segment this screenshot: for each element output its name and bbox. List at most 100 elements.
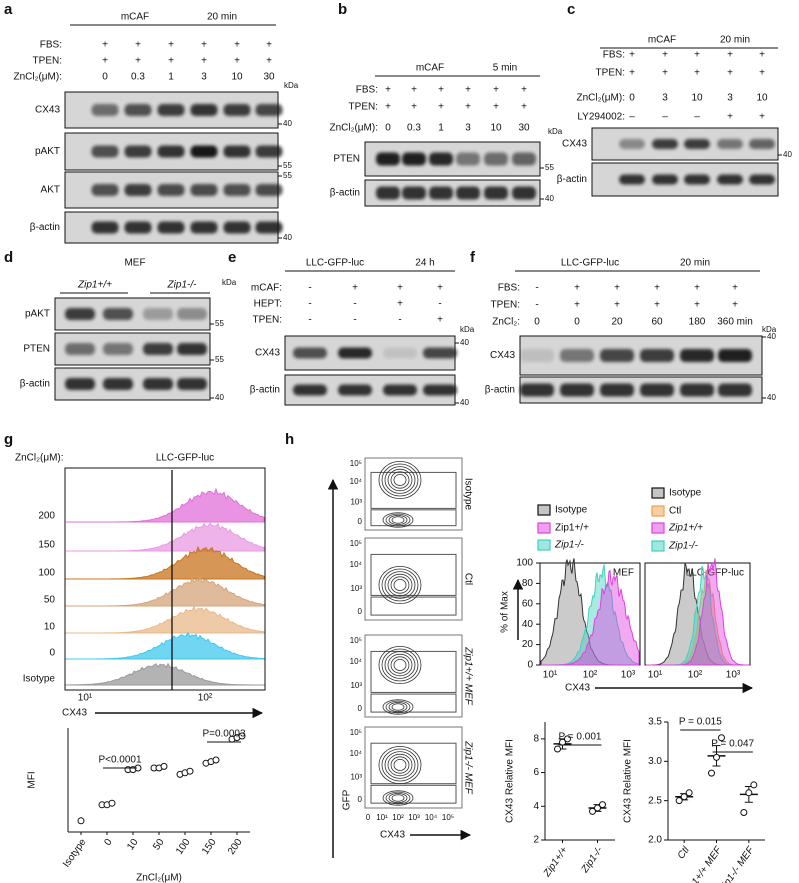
condition-mark: 3 [662, 93, 668, 104]
condition-mark: 10 [691, 93, 703, 104]
data-point [554, 745, 561, 753]
flow-x-tick: 10² [392, 813, 404, 822]
x-tick-label: 10² [688, 670, 703, 681]
kda-label: kDa [222, 278, 237, 287]
condition-mark: + [437, 283, 443, 294]
blot-name: CX43 [35, 105, 60, 116]
band [402, 186, 426, 200]
band [255, 145, 283, 158]
x-tick-label: Isotype [61, 837, 89, 870]
kda-marker: 40 [283, 119, 292, 128]
band [91, 145, 119, 158]
condition-mark: + [727, 68, 733, 79]
data-point [713, 753, 720, 761]
band [423, 384, 457, 396]
condition-mark: + [521, 85, 527, 96]
data-point [745, 789, 753, 797]
legend-swatch [537, 504, 551, 516]
band [376, 152, 400, 166]
track-label: 100 [38, 568, 55, 579]
contour [387, 573, 413, 597]
condition-mark: 0 [102, 72, 108, 83]
panel-label: e [228, 249, 236, 266]
band [717, 139, 743, 149]
flow-frame [364, 457, 463, 531]
header: mCAF [416, 63, 444, 74]
x-tick-label: 100 [174, 837, 193, 857]
gate [370, 471, 457, 509]
condition-mark: 1 [438, 123, 444, 134]
condition-mark: 0.3 [131, 72, 145, 83]
contour [388, 702, 408, 713]
band [429, 152, 453, 166]
condition-mark: + [438, 85, 444, 96]
p-value: P<0.0001 [98, 755, 142, 766]
condition-mark: + [234, 56, 240, 67]
contour [390, 576, 410, 594]
blot-name: pAKT [25, 309, 50, 320]
band [190, 221, 218, 234]
kda-marker: 55 [283, 161, 292, 170]
x-tick-label: Zip1-/- MEF [717, 844, 757, 883]
band [338, 384, 372, 396]
header: mCAF [121, 12, 149, 23]
condition-name: TPEN: [33, 56, 62, 67]
time-label: 5 min [493, 63, 517, 74]
band [680, 383, 714, 397]
condition-name: FBS: [603, 50, 625, 61]
gate [370, 742, 457, 785]
x-tick-label: 0 [102, 837, 114, 848]
legend-swatch [651, 540, 665, 552]
condition-mark: + [102, 56, 108, 67]
condition-mark: 30 [518, 123, 530, 134]
data-point [675, 797, 683, 805]
header: MEF [124, 258, 145, 269]
y-tick-label: 40 [522, 619, 534, 630]
y-tick-label: 20 [522, 639, 534, 650]
data-point [77, 817, 85, 825]
panel-label: g [4, 431, 13, 448]
contour [381, 568, 419, 602]
band [619, 139, 645, 149]
panel-label: c [567, 1, 575, 18]
panel-label: b [338, 1, 347, 18]
band [124, 145, 152, 158]
band [484, 152, 508, 166]
condition-mark: + [168, 56, 174, 67]
group-label: Zip1-/- [167, 280, 198, 291]
p-value: P=0.0003 [202, 729, 246, 740]
band [749, 139, 775, 149]
hist-panel-label: LLC-GFP-luc [686, 568, 744, 579]
kda-label: kDa [762, 325, 777, 334]
kda-marker: 40 [767, 332, 776, 341]
band [190, 104, 218, 116]
kda-marker: 40 [767, 393, 776, 402]
band [124, 221, 152, 234]
condition-mark: + [385, 102, 391, 113]
condition-mark: – [629, 112, 635, 123]
condition-mark: + [694, 50, 700, 61]
legend-label: Ctl [669, 506, 681, 517]
flow-plot-label: Zip1+/+ MEF [462, 646, 473, 706]
y-tick-label: 4 [533, 801, 539, 812]
contour [390, 656, 410, 674]
band [255, 221, 283, 234]
condition-name: FBS: [356, 85, 378, 96]
condition-mark: 0 [629, 93, 635, 104]
condition-mark: - [308, 299, 311, 310]
blot-name: AKT [41, 185, 60, 196]
band [512, 152, 536, 166]
hist-curve [646, 558, 750, 666]
track-label: 50 [44, 595, 56, 606]
band [718, 383, 752, 397]
condition-mark: - [308, 283, 311, 294]
kda-marker: 55 [545, 163, 554, 172]
band [223, 184, 251, 196]
y-tick-label: 2.0 [648, 835, 662, 846]
band [652, 174, 678, 185]
contour [388, 793, 408, 804]
band [512, 186, 536, 200]
condition-mark: - [308, 315, 311, 326]
track-label: 10 [44, 622, 56, 633]
legend-label: Zip1+/+ [555, 523, 589, 534]
